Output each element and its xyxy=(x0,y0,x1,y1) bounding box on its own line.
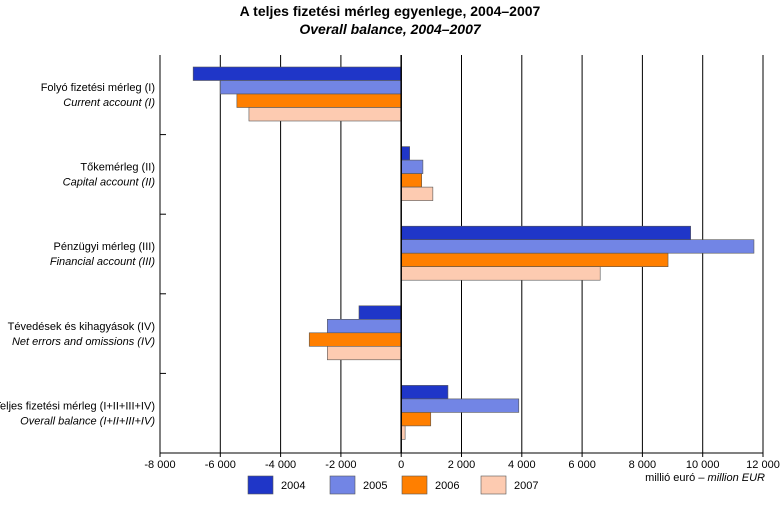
bar-2004-5 xyxy=(400,385,449,400)
chart-subtitle: Overall balance, 2004–2007 xyxy=(299,21,481,37)
category-label-en: Current account (I) xyxy=(63,97,155,109)
x-tick-label: -6 000 xyxy=(205,459,236,471)
bar-2007-4 xyxy=(327,345,402,361)
x-tick-labels: -8 000 -6 000 -4 000 -2 000 0 2 000 4 000 6 000… xyxy=(144,459,779,484)
chart-title: A teljes fizetési mérleg egyenlege, 2004… xyxy=(239,3,541,19)
x-tick-label: 2 000 xyxy=(448,459,476,471)
x-axis-label-en: million EUR xyxy=(708,472,766,484)
category-label-hu: Folyó fizetési mérleg (I) xyxy=(41,82,155,94)
bar-2005-3 xyxy=(400,239,755,254)
bar-2006-5 xyxy=(400,412,432,427)
bar-2004-3 xyxy=(400,225,691,240)
legend-swatch-2005 xyxy=(329,475,356,495)
category-label-hu: Pénzügyi mérleg (III) xyxy=(54,241,155,253)
x-tick-label: 4 000 xyxy=(508,459,536,471)
x-axis-label: millió euró – million EUR xyxy=(645,472,765,484)
bars xyxy=(192,66,755,440)
legend-label-2006: 2006 xyxy=(435,480,459,492)
x-tick-label: -8 000 xyxy=(144,459,175,471)
legend-swatch-2004 xyxy=(247,475,274,495)
bar-2006-3 xyxy=(400,252,669,267)
bar-2006-1 xyxy=(236,93,402,108)
category-label-hu: Teljes fizetési mérleg (I+II+III+IV) xyxy=(0,400,155,412)
legend-swatch-2007 xyxy=(480,475,507,495)
x-tick-label: -2 000 xyxy=(325,459,356,471)
bar-2007-1 xyxy=(248,107,402,122)
category-label-en: Financial account (III) xyxy=(50,256,155,268)
category-label-en: Overall balance (I+II+III+IV) xyxy=(20,415,155,427)
x-tick-label: 6 000 xyxy=(568,459,596,471)
x-tick-label: 10 000 xyxy=(686,459,720,471)
bar-2004-4 xyxy=(358,305,402,320)
category-label-en: Net errors and omissions (IV) xyxy=(12,336,155,348)
x-tick-label: -4 000 xyxy=(265,459,296,471)
category-label-hu: Tévedések és kihagyások (IV) xyxy=(8,321,155,333)
x-axis-label-hu: millió euró – xyxy=(645,472,707,484)
bar-2006-4 xyxy=(308,332,402,347)
bar-2005-1 xyxy=(220,80,402,95)
bar-2005-2 xyxy=(400,159,424,174)
bar-2004-1 xyxy=(192,66,402,81)
category-labels: Folyó fizetési mérleg (I) Current account… xyxy=(0,82,155,427)
x-tick-label: 0 xyxy=(398,459,404,471)
legend-label-2005: 2005 xyxy=(363,480,387,492)
legend: 2004 2005 2006 2007 xyxy=(247,475,538,495)
legend-label-2007: 2007 xyxy=(514,480,538,492)
category-label-hu: Tőkemérleg (II) xyxy=(80,162,155,174)
bar-2007-3 xyxy=(400,266,601,281)
axes xyxy=(159,55,764,457)
bar-2006-2 xyxy=(400,173,423,188)
bar-2005-5 xyxy=(400,398,520,413)
bar-2004-2 xyxy=(400,146,410,161)
legend-label-2004: 2004 xyxy=(281,480,305,492)
x-tick-label: 8 000 xyxy=(629,459,657,471)
x-tick-label: 12 000 xyxy=(746,459,780,471)
bar-2005-4 xyxy=(327,318,402,334)
legend-swatch-2006 xyxy=(401,475,428,495)
category-label-en: Capital account (II) xyxy=(63,177,156,189)
bar-2007-2 xyxy=(400,186,434,201)
